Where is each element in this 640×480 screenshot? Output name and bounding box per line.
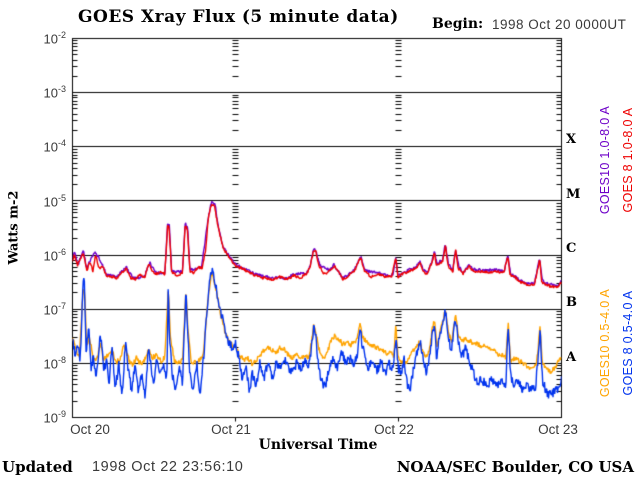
y-tick-1e-2: 10-2 bbox=[43, 30, 66, 47]
page-title: GOES Xray Flux (5 minute data) bbox=[78, 7, 399, 27]
y-tick-1e-6: 10-6 bbox=[43, 247, 66, 264]
y-tick-1e-9: 10-9 bbox=[43, 409, 66, 426]
flare-class-x: X bbox=[566, 132, 577, 147]
flare-class-m: M bbox=[566, 187, 581, 202]
legend-goes10-short: GOES10 0.5-4.0 A bbox=[598, 288, 612, 398]
flare-class-a: A bbox=[566, 350, 577, 365]
credit-text: NOAA/SEC Boulder, CO USA bbox=[396, 458, 634, 476]
x-tick-oct23: Oct 23 bbox=[538, 422, 578, 437]
y-axis-title: Watts m-2 bbox=[6, 190, 22, 265]
x-tick-oct21: Oct 21 bbox=[211, 422, 251, 437]
legend-goes10-long: GOES10 1.0-8.0 A bbox=[598, 105, 612, 215]
x-tick-oct22: Oct 22 bbox=[374, 422, 414, 437]
begin-value: 1998 Oct 20 0000UT bbox=[492, 17, 627, 32]
legend-goes8-long: GOES 8 1.0-8.0 A bbox=[621, 107, 635, 213]
y-tick-1e-5: 10-5 bbox=[43, 193, 66, 210]
y-tick-1e-8: 10-8 bbox=[43, 355, 66, 372]
flare-class-c: C bbox=[566, 241, 577, 256]
updated-label: Updated bbox=[2, 458, 73, 476]
y-tick-1e-7: 10-7 bbox=[43, 301, 66, 318]
y-tick-1e-4: 10-4 bbox=[43, 138, 66, 155]
legend-goes8-short: GOES 8 0.5-4.0 A bbox=[621, 290, 635, 396]
x-tick-oct20: Oct 20 bbox=[70, 422, 110, 437]
x-axis-title: Universal Time bbox=[258, 437, 378, 453]
updated-value: 1998 Oct 22 23:56:10 bbox=[92, 459, 244, 475]
y-tick-1e-3: 10-3 bbox=[43, 84, 66, 101]
begin-label: Begin: bbox=[432, 16, 484, 32]
flare-class-b: B bbox=[566, 295, 577, 310]
